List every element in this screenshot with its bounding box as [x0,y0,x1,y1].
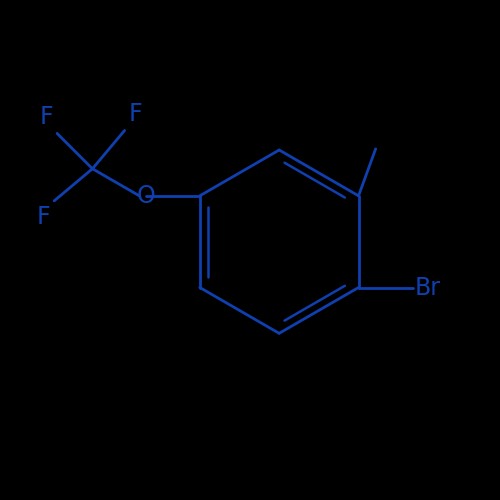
Text: F: F [40,105,53,129]
Text: O: O [136,184,155,208]
Text: F: F [129,102,142,126]
Text: F: F [36,205,50,229]
Text: Br: Br [415,276,441,299]
